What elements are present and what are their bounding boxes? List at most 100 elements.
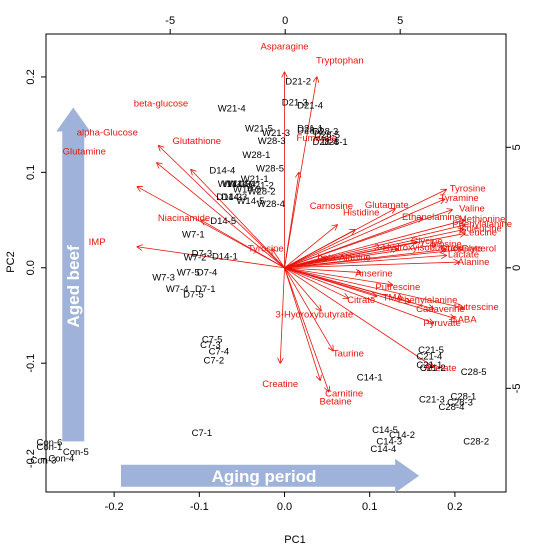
sample-label: C14-1 [357, 373, 383, 384]
variable-label: Leucine [464, 227, 497, 238]
variable-label: beta-glucose [134, 99, 188, 110]
sample-label: W14-3 [223, 179, 251, 190]
sample-label: W7-1 [182, 229, 205, 240]
sample-label: D21-3 [282, 98, 308, 109]
loading-vector [284, 267, 329, 392]
sample-label: W21-1 [241, 174, 269, 185]
variable-label: Tryptophan [316, 56, 364, 67]
sample-label: C21-2 [420, 363, 446, 374]
variable-label: Cadaverine [416, 304, 465, 315]
variable-label: Valine [459, 204, 485, 215]
loading-vector [201, 220, 285, 269]
sample-label: Con-3 [31, 456, 57, 467]
sample-label: D7-4 [197, 268, 218, 279]
aged-beef-label: Aged beef [64, 245, 83, 328]
sample-label: W7-5 [177, 268, 200, 279]
sample-label: D21-2 [285, 77, 311, 88]
variable-label: Glycine [411, 236, 443, 247]
variable-label: Citrate [347, 295, 375, 306]
x-axis-label: PC1 [284, 534, 305, 546]
variable-label: Creatine [262, 379, 298, 390]
sample-label: C14-3 [376, 436, 402, 447]
variable-label: Glutamate [365, 200, 409, 211]
sample-label: W28-2 [248, 186, 276, 197]
loading-vector [284, 258, 328, 269]
sample-label: C21-4 [416, 352, 442, 363]
variable-label: Lactate [448, 249, 479, 260]
loading-vector [284, 209, 396, 269]
sample-label: C7-3 [200, 340, 221, 351]
loading-vector [284, 190, 447, 269]
plot-frame [45, 33, 507, 493]
loading-vector [137, 187, 285, 269]
loading-vector [284, 199, 445, 269]
loading-vector [284, 172, 299, 268]
x-tick-label: 0.0 [277, 501, 292, 513]
sample-label: C28-1 [450, 392, 476, 403]
loading-vector [284, 267, 349, 299]
x-tick-label: 0.1 [362, 501, 377, 513]
sample-label: C21-1 [416, 360, 442, 371]
variable-vectors: Asparagine Tryptophan beta-glucose alpha-Gl… [63, 41, 512, 407]
sample-label: W7-3 [152, 272, 175, 283]
sample-label: W14-5 [236, 196, 264, 207]
loading-vector [284, 267, 321, 381]
variable-label: beta-Alanine [317, 252, 370, 263]
sample-label: W21-4 [218, 103, 246, 114]
axes-layer: -0.2 -0.1 0.0 0.1 0.2 -0.2 -0.1 0.0 0.1 0.2 -5 0 5 -5… [25, 15, 523, 513]
sample-label: D28-4 [312, 137, 338, 148]
loading-vector [284, 245, 437, 269]
sample-label: C21-5 [418, 345, 444, 356]
right-tick-label: -5 [511, 383, 523, 393]
variable-label: Phenylalanine [452, 219, 512, 230]
variable-label: Inosine [431, 239, 462, 250]
variable-label: Alanine [458, 257, 490, 268]
loading-vector [284, 267, 464, 308]
sample-label: D21-1 [297, 123, 323, 134]
sample-label: Con-6 [36, 437, 62, 448]
sample-label: W28-1 [242, 150, 270, 161]
sample-label: W14-2 [233, 185, 261, 196]
right-tick-label: 0 [511, 265, 523, 271]
variable-label: Methionine [459, 214, 505, 225]
sample-label: C14-2 [389, 430, 415, 441]
sample-label: D14-2 [216, 192, 242, 203]
y-tick-label: 0.2 [25, 69, 37, 84]
variable-label: Carnitine [325, 389, 363, 400]
variable-label: TMA [383, 292, 404, 303]
sample-label: C28-4 [439, 402, 465, 413]
sample-label: C28-5 [461, 367, 487, 378]
sample-label: D7-5 [183, 289, 204, 300]
variable-label: Putrescine [375, 282, 420, 293]
variable-label: Phenylalanine [398, 295, 458, 306]
variable-label: 3-Hydroxybutyrate [276, 310, 354, 321]
sample-label: W28-3 [258, 136, 286, 147]
variable-label: GABA [450, 314, 477, 325]
variable-label: Tyrosine [450, 184, 486, 195]
loading-vector [280, 267, 285, 363]
sample-label: Con-4 [48, 454, 74, 465]
variable-label: Histidine [343, 207, 379, 218]
loading-vector [284, 267, 434, 367]
variable-label: Carnosine [310, 201, 353, 212]
variable-label: Ethanolamine [402, 212, 460, 223]
loading-vector [272, 249, 285, 268]
loading-vector [284, 255, 447, 269]
sample-label: D28-1 [322, 137, 348, 148]
sample-label: W7-2 [184, 252, 207, 263]
aging-period-arrow [120, 458, 420, 493]
sample-label: D21-4 [297, 101, 323, 112]
aging-period-label: Aging period [212, 467, 317, 486]
sample-label: W28-5 [256, 164, 284, 175]
sample-label: D14-3 [221, 192, 247, 203]
variable-label: Tyrosine [248, 244, 284, 255]
sample-label: Con-1 [36, 442, 62, 453]
loading-vector [284, 225, 466, 269]
loading-vector [284, 267, 334, 351]
variable-label: Glutamine [63, 146, 106, 157]
loading-vector [284, 262, 460, 269]
loading-vector [284, 225, 338, 269]
sample-label: D28-3 [312, 126, 338, 137]
